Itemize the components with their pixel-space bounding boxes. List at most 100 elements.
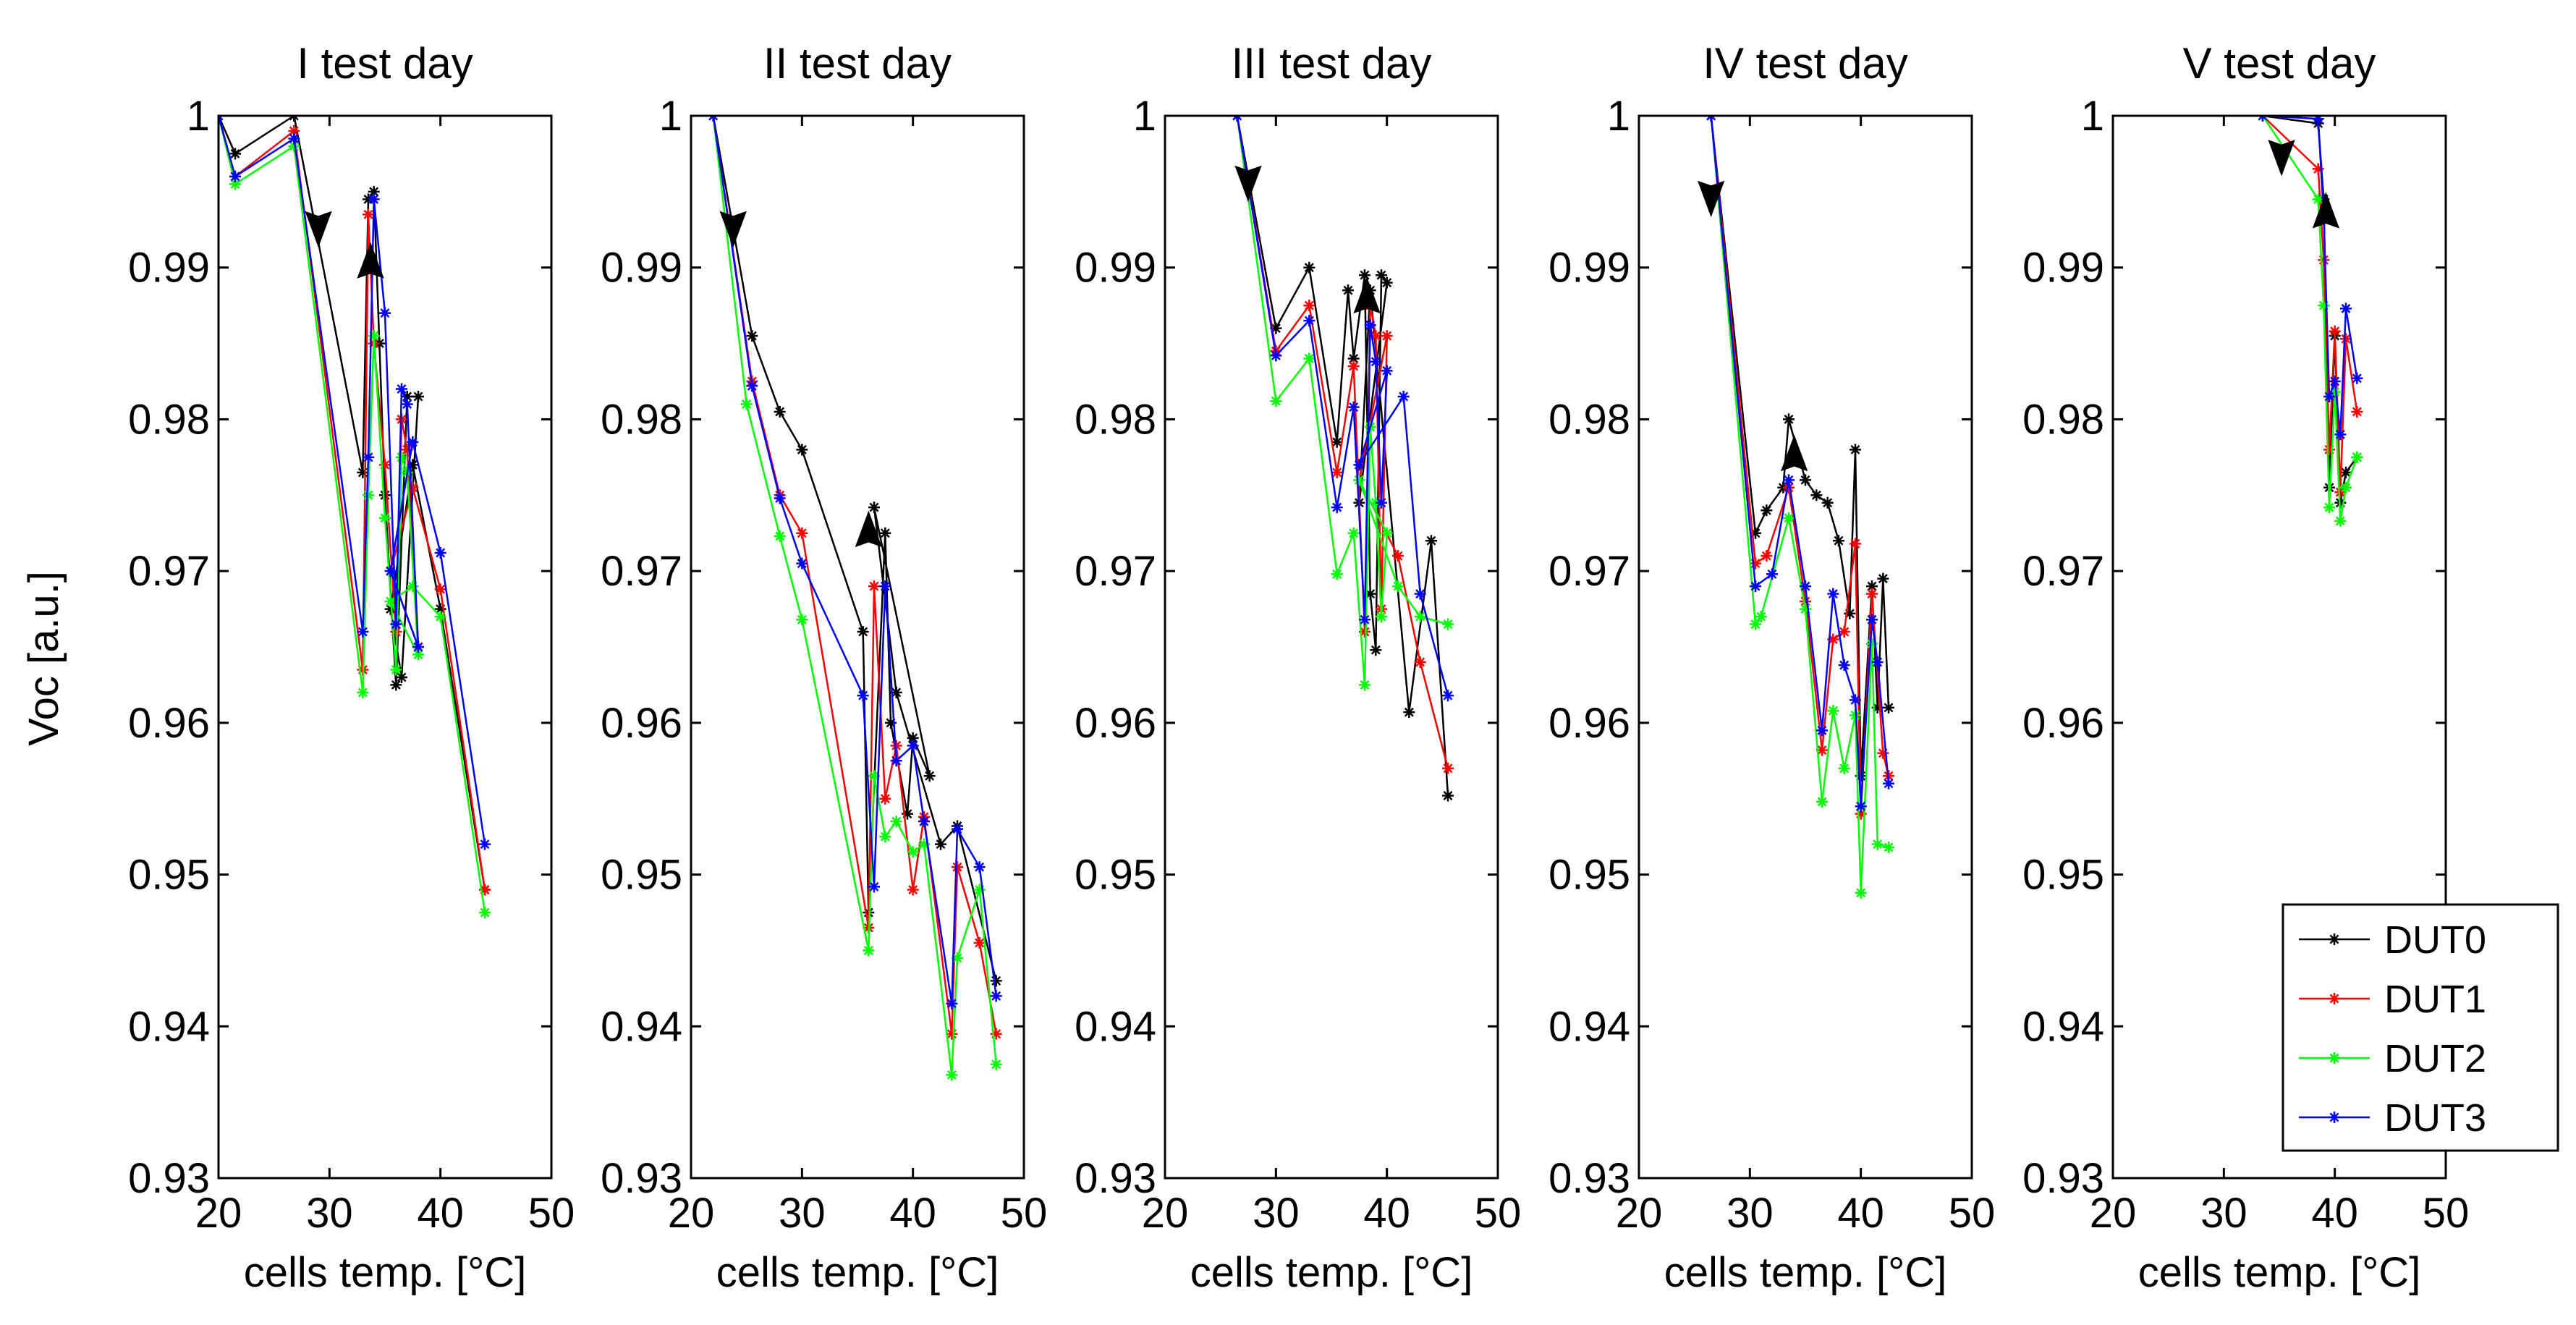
y-tick-label: 1 [187,93,210,140]
data-point-dut2 [396,451,407,463]
data-point-dut0 [1750,527,1761,539]
data-point-dut2 [952,952,963,964]
data-point-dut0 [1347,352,1360,365]
data-point-dut2 [1816,795,1828,808]
y-tick-label: 0.95 [1548,852,1630,899]
x-tick-label: 30 [779,1190,826,1237]
y-tick-label: 0.96 [1548,700,1630,747]
data-point-dut3 [1347,401,1360,413]
y-tick-label: 0.95 [2022,852,2104,899]
data-point-dut2 [863,944,875,957]
data-point-dut2 [1303,352,1315,365]
data-point-dut1 [890,740,902,752]
data-point-dut3 [407,436,419,448]
data-point-dut3 [2334,428,2347,441]
data-point-dut2 [1800,603,1811,615]
data-point-dut3 [952,823,963,835]
axes-box [1637,114,1973,1180]
data-point-dut0 [384,603,397,615]
x-tick-label: 50 [1475,1190,1522,1237]
data-point-dut1 [1442,762,1454,774]
data-point-dut2 [412,648,424,661]
series-line-dut1 [1236,116,1449,769]
x-axis-label: cells temp. [°C] [1190,1249,1473,1296]
trend-arrow-up [1353,276,1381,314]
data-point-dut3 [390,618,402,630]
data-point-dut2 [390,664,402,676]
data-point-dut2 [740,398,753,410]
data-point-dut1 [1347,360,1360,373]
y-tick-label: 0.99 [2022,245,2104,292]
y-tick-label: 0.93 [2022,1155,2104,1202]
data-point-dut0 [879,527,891,539]
data-point-dut3 [1866,614,1878,626]
data-point-dut0 [1370,644,1382,656]
data-point-dut3 [1364,319,1376,331]
y-tick-label: 0.98 [2022,396,2104,443]
data-point-dut2 [1392,580,1404,593]
data-point-dut0 [868,501,880,514]
data-point-dut3 [868,881,880,893]
data-point-dut0 [1810,489,1823,501]
series-group [707,116,1002,1081]
axes-box [2111,114,2447,1180]
data-point-dut0 [1403,706,1415,719]
data-point-dut0 [1833,535,1844,547]
data-point-dut2 [1783,512,1795,524]
data-point-dut1 [973,936,986,949]
data-point-dut3 [1381,365,1393,377]
data-point-dut0 [1376,269,1387,281]
data-point-dut0 [1425,535,1437,547]
y-tick-label: 0.97 [2022,548,2104,595]
data-point-dut0 [885,716,897,729]
data-point-dut1 [1303,300,1315,312]
y-tick-label: 0.99 [1075,245,1156,292]
y-tick-label: 0.96 [601,700,682,747]
x-tick-label: 20 [1616,1190,1663,1237]
data-point-dut1 [1750,557,1761,570]
axes-box [217,114,553,1180]
data-point-dut1 [1816,744,1828,756]
data-point-dut2 [357,686,369,698]
y-tick-label: 1 [2081,93,2104,140]
data-point-dut3 [379,307,391,319]
data-point-dut1 [868,580,880,593]
data-point-dut0 [401,390,413,402]
trend-arrow-down [719,211,747,248]
data-point-dut1 [946,1028,958,1040]
data-point-dut2 [229,178,241,190]
x-tick-label: 40 [889,1190,936,1237]
data-point-dut2 [368,330,380,342]
x-tick-label: 40 [1837,1190,1884,1237]
panel-title: II test day [763,39,952,88]
legend: DUT0 DUT1 DUT2 DUT3 [2281,903,2559,1152]
data-point-dut0 [1866,580,1878,593]
y-tick-label: 0.93 [1548,1155,1630,1202]
y-tick-label: 0.98 [1075,396,1156,443]
data-point-dut1 [2334,486,2347,499]
data-point-dut0 [1303,261,1315,274]
panel-1: I test day 0.93 0.94 0.95 0.96 0.97 0.98 0.99 1 2… [128,39,575,1296]
data-point-dut0 [2340,466,2352,478]
data-point-dut1 [1855,808,1867,820]
data-point-dut0 [774,405,786,418]
y-tick-label: 0.93 [128,1155,210,1202]
data-point-dut0 [1850,444,1861,456]
data-point-dut3 [2312,116,2324,125]
data-point-dut1 [288,124,300,137]
panel-4: IV test day 0.93 0.94 0.95 0.96 0.97 0.98 0.99 1… [1548,39,1995,1296]
data-point-dut0 [407,459,419,471]
x-tick-label: 50 [2423,1190,2470,1237]
data-point-dut1 [2329,325,2341,337]
data-point-dut0 [1871,701,1884,714]
data-point-dut3 [1370,355,1382,368]
data-point-dut2 [1838,762,1850,774]
data-point-dut1 [1800,596,1811,608]
series-line-dut3 [712,116,997,1004]
x-tick-label: 50 [1949,1190,1996,1237]
data-point-dut0 [1800,474,1811,486]
panel-title: I test day [297,39,473,88]
data-point-dut2 [1331,568,1343,580]
y-tick-label: 0.93 [1075,1155,1156,1202]
data-point-dut3 [1376,496,1387,509]
